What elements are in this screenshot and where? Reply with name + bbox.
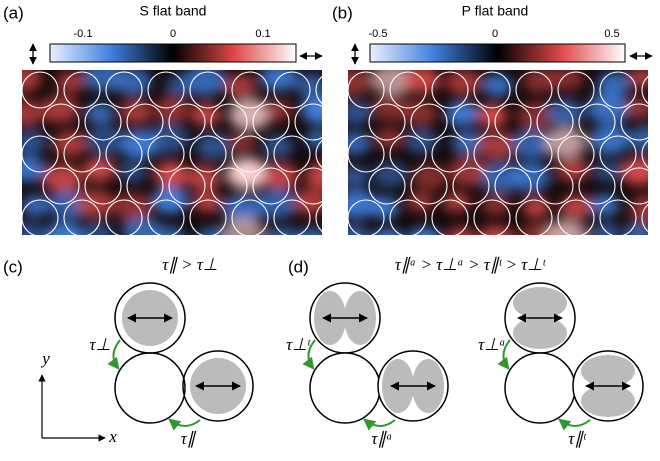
blob	[113, 68, 152, 96]
blob	[80, 222, 114, 247]
colorbar-tick: 0.1	[255, 28, 270, 40]
blob	[152, 226, 186, 250]
blob	[597, 72, 631, 96]
blob	[13, 130, 47, 154]
blob	[12, 222, 46, 247]
blob	[226, 158, 269, 189]
hop-arrow	[560, 420, 590, 426]
colorbar-tick: 0.5	[604, 28, 619, 40]
blob	[625, 98, 653, 118]
blob	[305, 162, 342, 189]
blob	[445, 227, 476, 250]
hop-label: τ∥	[181, 429, 197, 448]
orbital-lobe	[581, 385, 635, 417]
heatmap	[332, 64, 660, 253]
lattice	[308, 283, 448, 426]
relation: τ∥ᵃ > τ⊥ᵃ > τ∥ᵗ > τ⊥ᵗ	[395, 255, 546, 274]
lattice	[503, 283, 643, 426]
colorbar-tick: -0.5	[369, 28, 388, 40]
hop-label: τ⊥ᵃ	[478, 335, 506, 354]
blob	[8, 100, 44, 126]
blob	[478, 226, 515, 253]
panel-label: (a)	[3, 3, 24, 22]
blob	[590, 194, 620, 216]
site	[505, 353, 575, 423]
blob	[296, 228, 329, 252]
orbital-lobe	[513, 287, 567, 319]
blob	[446, 102, 479, 126]
hop-label: τ∥ᵃ	[371, 429, 392, 448]
colorbar-tick: 0	[492, 28, 498, 40]
blob	[372, 162, 408, 188]
site	[310, 353, 380, 423]
axis-label: x	[108, 427, 117, 446]
blob	[510, 162, 551, 191]
blob	[10, 156, 46, 182]
blob	[405, 129, 438, 153]
colorbar-tick: 0	[170, 28, 176, 40]
hop-label: τ∥ᵗ	[568, 429, 587, 448]
blob	[155, 97, 190, 122]
blob	[5, 65, 42, 92]
relation: τ∥ > τ⊥	[162, 255, 217, 274]
axes	[42, 375, 105, 438]
blob	[339, 132, 371, 155]
blob	[223, 217, 264, 247]
blob	[44, 222, 84, 251]
blob	[229, 99, 272, 130]
hop-label: τ⊥	[90, 335, 111, 354]
blob	[620, 158, 658, 185]
orbital-lobe	[513, 317, 567, 349]
blob	[545, 128, 587, 158]
axis-label: y	[40, 349, 50, 368]
blob	[56, 71, 85, 92]
blob	[191, 104, 221, 126]
colorbar	[370, 44, 625, 62]
hop-arrow	[365, 420, 395, 426]
panel-title: P flat band	[462, 3, 529, 19]
blob	[294, 73, 328, 97]
colorbar	[50, 44, 296, 62]
blob	[560, 195, 593, 219]
orbital-lobe	[581, 355, 635, 387]
panel-label: (b)	[332, 3, 353, 22]
blob	[264, 164, 299, 189]
panel-title: S flat band	[140, 3, 207, 19]
figure: (a) S flat band -0.1 0 0.1 (b) P flat ba…	[0, 0, 660, 461]
panel-label: (c)	[3, 257, 23, 276]
colorbar-tick: -0.1	[74, 28, 93, 40]
blob	[193, 192, 222, 212]
heatmap	[5, 62, 373, 255]
blob	[482, 74, 512, 96]
blob	[590, 223, 620, 245]
blob	[113, 193, 152, 221]
blob	[551, 66, 585, 90]
blob	[262, 226, 302, 255]
blob	[21, 195, 50, 216]
blob	[340, 166, 368, 186]
blob	[224, 74, 256, 97]
blob	[408, 227, 441, 251]
hop-label: τ⊥ᵗ	[286, 335, 311, 354]
panel-label: (d)	[288, 257, 309, 276]
